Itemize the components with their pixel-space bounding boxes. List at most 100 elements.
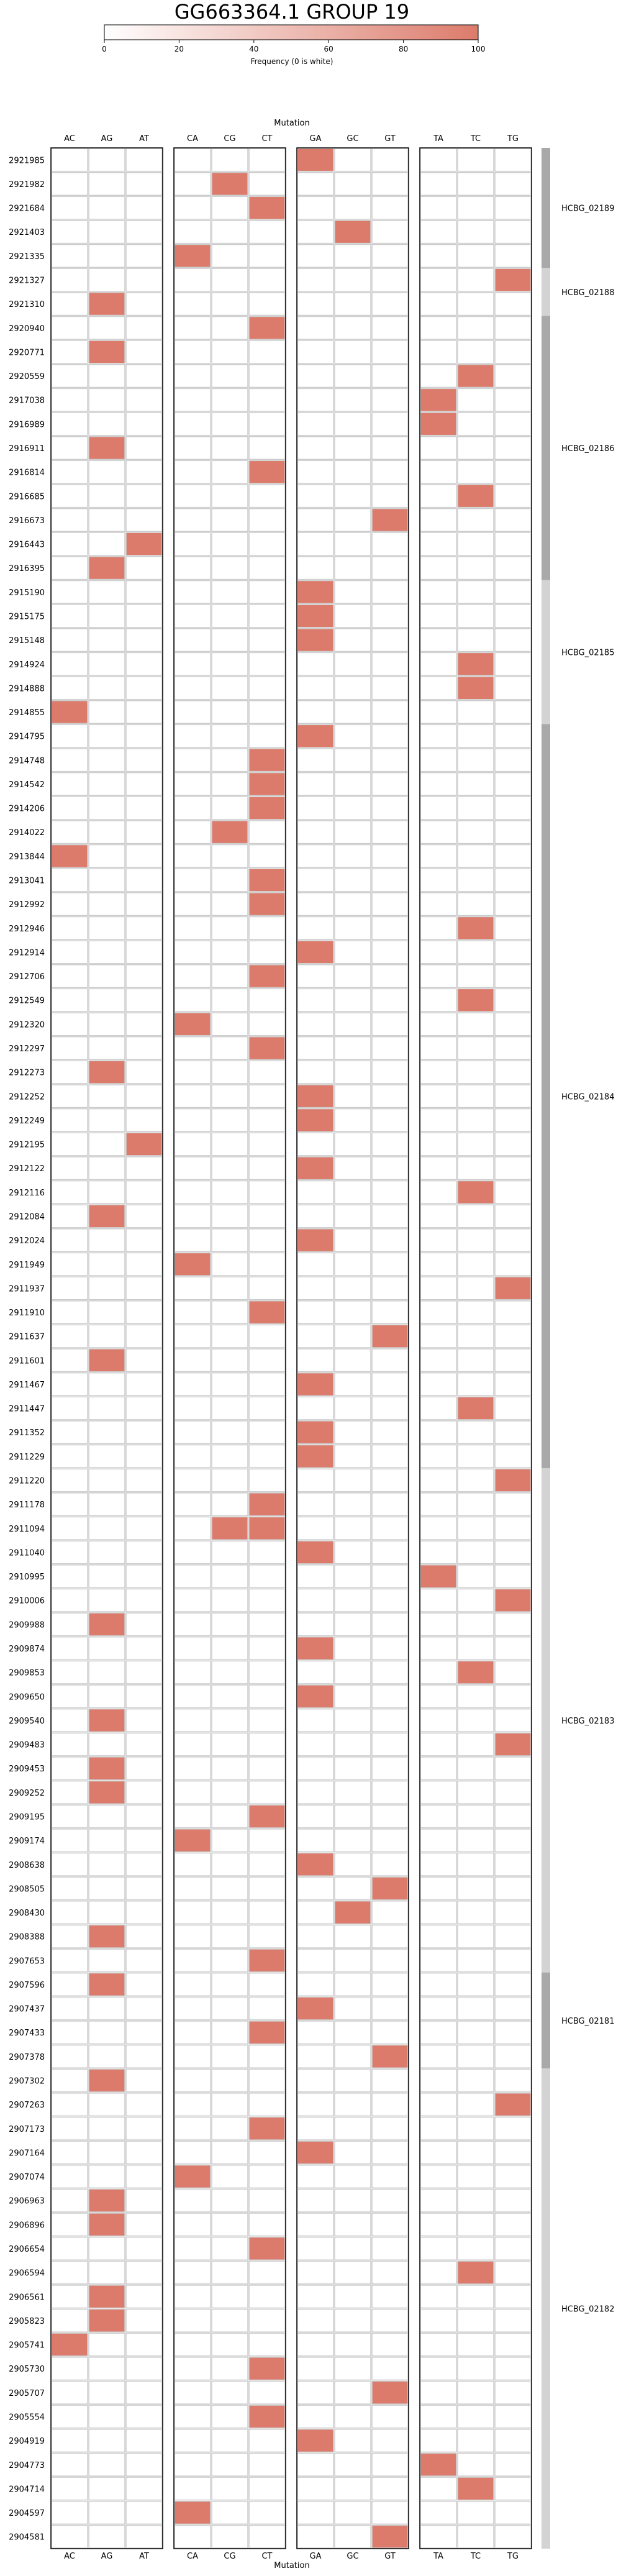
heatmap-cell — [420, 1612, 457, 1637]
heatmap-cell — [494, 508, 532, 532]
heatmap-cell — [297, 556, 334, 580]
heatmap-cell — [334, 1204, 371, 1228]
row-label: 2911178 — [9, 1500, 45, 1510]
heatmap-cell — [420, 1900, 457, 1925]
heatmap-cell — [125, 964, 163, 989]
heatmap-cell — [51, 1276, 88, 1300]
heatmap-cell — [125, 772, 163, 797]
heatmap-cell — [371, 580, 409, 604]
heatmap-cell — [211, 1756, 248, 1781]
row-label: 2909988 — [9, 1620, 45, 1630]
row-label: 2920559 — [9, 372, 45, 381]
heatmap-cell — [494, 340, 532, 364]
heatmap-cell — [457, 1540, 494, 1564]
heatmap-cell — [174, 2308, 211, 2332]
heatmap-cell — [371, 2405, 409, 2429]
heatmap-cell — [297, 2285, 334, 2309]
heatmap-cell — [457, 1852, 494, 1876]
heatmap-cell — [51, 292, 88, 316]
heatmap-cell — [248, 2524, 286, 2549]
heatmap-cell-filled — [88, 1972, 125, 1997]
heatmap-cell-filled — [457, 1396, 494, 1420]
heatmap-cell — [457, 1348, 494, 1372]
heatmap-cell — [248, 171, 286, 196]
row-label: 2916395 — [9, 564, 45, 573]
heatmap-cell — [174, 1348, 211, 1372]
heatmap-cell-filled — [88, 2188, 125, 2213]
heatmap-cell — [174, 2068, 211, 2093]
row-label: 2905823 — [9, 2317, 45, 2326]
heatmap-cell — [51, 340, 88, 364]
gene-block-label: HCBG_02186 — [561, 444, 614, 454]
heatmap-cell — [457, 1972, 494, 1997]
heatmap-cell — [125, 412, 163, 436]
heatmap-cell — [125, 1924, 163, 1948]
heatmap-cell — [211, 1084, 248, 1108]
row-label: 2914795 — [9, 733, 45, 742]
heatmap-cell — [334, 2429, 371, 2453]
colorbar-tick-label: 60 — [324, 45, 333, 53]
column-label-bottom: GC — [347, 2552, 358, 2561]
heatmap-cell — [125, 316, 163, 340]
heatmap-cell — [334, 1732, 371, 1756]
panel-frame — [296, 147, 409, 2549]
heatmap-cell — [371, 2332, 409, 2357]
heatmap-cell — [174, 1804, 211, 1829]
heatmap-cell-filled — [211, 171, 248, 196]
heatmap-cell — [334, 2165, 371, 2189]
heatmap-cell-filled — [248, 2236, 286, 2261]
heatmap-cell — [211, 1396, 248, 1420]
heatmap-cell — [211, 1684, 248, 1709]
heatmap-cell — [371, 196, 409, 220]
heatmap-cell — [211, 916, 248, 940]
row-label: 2914206 — [9, 805, 45, 814]
heatmap-cell — [125, 748, 163, 772]
heatmap-cell — [420, 1780, 457, 1804]
heatmap-cell-filled — [297, 604, 334, 628]
heatmap-cell — [211, 316, 248, 340]
heatmap-cell — [88, 196, 125, 220]
heatmap-cell — [125, 484, 163, 508]
column-label-bottom: GT — [384, 2552, 396, 2561]
heatmap-cell — [494, 940, 532, 964]
row-label: 2909483 — [9, 1741, 45, 1750]
heatmap-cell — [51, 1996, 88, 2021]
heatmap-cell — [51, 460, 88, 484]
heatmap-cell — [297, 364, 334, 388]
heatmap-cell — [88, 1829, 125, 1853]
heatmap-cell — [420, 892, 457, 916]
column-label-bottom: CA — [187, 2552, 198, 2561]
heatmap-cell — [174, 2044, 211, 2068]
heatmap-cell — [174, 220, 211, 244]
heatmap-cell — [494, 796, 532, 820]
heatmap-cell — [420, 316, 457, 340]
heatmap-cell — [334, 1444, 371, 1468]
heatmap-cell — [494, 2380, 532, 2405]
gene-block-bar — [542, 1468, 550, 1973]
heatmap-cell — [334, 652, 371, 676]
heatmap-cell — [420, 868, 457, 892]
heatmap-cell — [457, 2524, 494, 2549]
heatmap-cell — [457, 268, 494, 292]
heatmap-cell-filled — [297, 1684, 334, 1709]
heatmap-cell-filled — [248, 964, 286, 989]
heatmap-cell — [334, 292, 371, 316]
heatmap-cell — [51, 2165, 88, 2189]
row-label: 2912273 — [9, 1069, 45, 1078]
heatmap-cell — [174, 460, 211, 484]
heatmap-cell — [334, 868, 371, 892]
heatmap-cell — [334, 1060, 371, 1084]
heatmap-cell — [248, 1900, 286, 1925]
heatmap-cell — [494, 1564, 532, 1589]
heatmap-cell — [494, 1684, 532, 1709]
heatmap-cell — [174, 2524, 211, 2549]
heatmap-cell — [174, 1468, 211, 1492]
heatmap-cell — [174, 2140, 211, 2165]
heatmap-cell — [51, 268, 88, 292]
heatmap-cell — [457, 748, 494, 772]
heatmap-cell — [371, 1420, 409, 1445]
heatmap-cell — [334, 2213, 371, 2237]
heatmap-cell — [494, 1372, 532, 1397]
heatmap-cell — [334, 1612, 371, 1637]
row-label: 2911949 — [9, 1261, 45, 1270]
